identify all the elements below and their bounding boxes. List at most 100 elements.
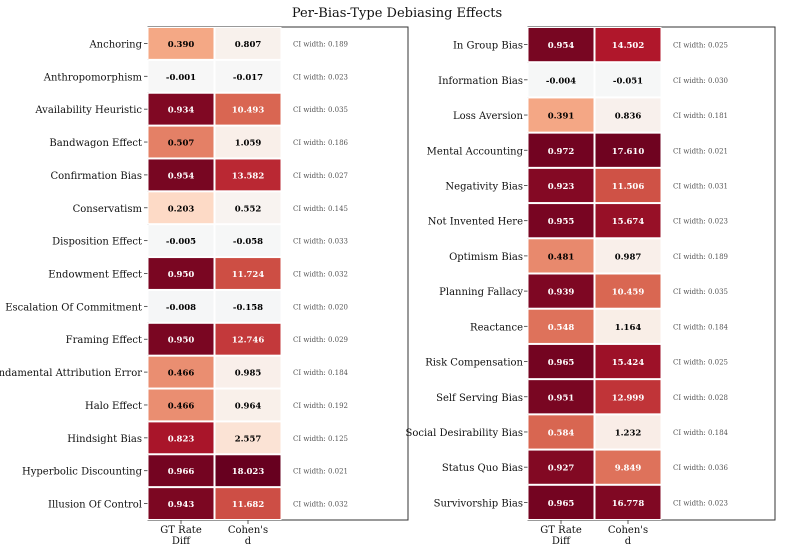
ci-width-annotation: CI width: 0.023 <box>673 218 728 226</box>
gt-rate-diff-cell <box>147 289 215 323</box>
gt-rate-diff-cell-value: 0.950 <box>168 336 195 346</box>
cohens-d-cell <box>214 59 282 93</box>
row-label: Information Bias <box>438 76 523 87</box>
row-label: Reactance <box>470 322 523 333</box>
cohens-d-cell <box>214 421 282 455</box>
gt-rate-diff-cell-value: 0.923 <box>548 182 575 192</box>
gt-rate-diff-cell-value: -0.004 <box>546 76 576 86</box>
ci-width-annotation: CI width: 0.030 <box>673 77 728 85</box>
left-heatmap-panel: Anchoring 0.390 0.807 CI width: 0.189 Anthro… <box>0 26 409 547</box>
row-label: Availability Heuristic <box>34 105 142 116</box>
ci-width-annotation: CI width: 0.032 <box>293 271 348 279</box>
gt-rate-diff-cell-value: 0.939 <box>548 288 575 298</box>
cohens-d-cell-value: 13.582 <box>232 171 265 181</box>
row-label: Anchoring <box>88 39 142 50</box>
gt-rate-diff-cell <box>527 167 595 204</box>
cohens-d-cell <box>594 449 662 485</box>
cohens-d-cell-value: 18.023 <box>232 467 265 477</box>
gt-rate-diff-cell <box>527 308 595 344</box>
row-label: Negativity Bias <box>445 181 523 192</box>
gt-rate-diff-cell-value: 0.951 <box>548 393 575 403</box>
row-label: Optimism Bias <box>449 252 523 263</box>
cohens-d-cell-value: 12.999 <box>612 393 645 403</box>
row-label: Not Invented Here <box>428 217 523 228</box>
column-header: GT Rate Diff <box>160 525 202 547</box>
row-label: Bandwagon Effect <box>49 138 142 149</box>
cohens-d-cell-value: 16.778 <box>612 499 645 509</box>
cohens-d-cell-value: 0.836 <box>615 112 642 122</box>
cohens-d-cell-value: 1.232 <box>615 428 642 438</box>
gt-rate-diff-cell-value: 0.972 <box>548 147 575 157</box>
row-label: Status Quo Bias <box>442 463 523 474</box>
cohens-d-cell-value: 12.746 <box>232 336 265 346</box>
gt-rate-diff-cell <box>147 257 215 290</box>
row-label: Disposition Effect <box>52 237 142 248</box>
gt-rate-diff-cell-value: -0.005 <box>166 237 196 247</box>
cohens-d-cell <box>214 289 282 323</box>
gt-rate-diff-cell <box>527 203 595 239</box>
chart-title: Per-Bias-Type Debiasing Effects <box>292 6 502 21</box>
cohens-d-cell <box>214 322 282 356</box>
cohens-d-cell <box>214 487 282 520</box>
gt-rate-diff-cell-value: 0.466 <box>168 369 195 379</box>
gt-rate-diff-cell-value: 0.203 <box>168 204 195 214</box>
row-label: In Group Bias <box>453 41 523 52</box>
row-label: Framing Effect <box>66 335 142 346</box>
cohens-d-cell-value: 2.557 <box>235 434 262 444</box>
column-header: Cohen's d <box>228 525 268 547</box>
gt-rate-diff-cell <box>527 273 595 309</box>
gt-rate-diff-cell <box>147 27 215 60</box>
ci-width-annotation: CI width: 0.125 <box>293 435 348 443</box>
row-label: Social Desirability Bias <box>406 428 524 439</box>
ci-width-annotation: CI width: 0.184 <box>673 429 729 437</box>
cohens-d-cell-value: 11.682 <box>232 500 265 510</box>
gt-rate-diff-cell <box>147 421 215 455</box>
gt-rate-diff-cell <box>147 487 215 520</box>
cohens-d-cell <box>594 62 662 98</box>
row-label: Escalation Of Commitment <box>5 302 142 313</box>
ci-width-annotation: CI width: 0.031 <box>673 182 728 190</box>
cohens-d-cell <box>214 257 282 290</box>
gt-rate-diff-cell <box>527 97 595 133</box>
gt-rate-diff-cell-value: 0.954 <box>548 41 575 51</box>
row-label: Confirmation Bias <box>50 171 142 182</box>
gt-rate-diff-cell <box>147 355 215 389</box>
gt-rate-diff-cell-value: -0.001 <box>166 73 196 83</box>
cohens-d-cell-value: 14.502 <box>612 41 645 51</box>
cohens-d-cell-value: 1.059 <box>235 139 262 149</box>
ci-width-annotation: CI width: 0.184 <box>673 323 729 331</box>
gt-rate-diff-cell-value: 0.943 <box>168 500 195 510</box>
cohens-d-cell-value: -0.051 <box>613 76 643 86</box>
cohens-d-cell <box>214 125 282 159</box>
cohens-d-cell <box>594 238 662 274</box>
gt-rate-diff-cell-value: 0.466 <box>168 401 195 411</box>
ci-width-annotation: CI width: 0.192 <box>293 402 348 410</box>
gt-rate-diff-cell <box>527 132 595 168</box>
cohens-d-cell <box>214 158 282 192</box>
gt-rate-diff-cell-value: 0.966 <box>168 467 195 477</box>
cohens-d-cell-value: 10.459 <box>612 288 645 298</box>
ci-width-annotation: CI width: 0.029 <box>293 336 348 344</box>
gt-rate-diff-cell <box>527 27 595 63</box>
gt-rate-diff-cell-value: 0.507 <box>168 139 195 149</box>
cohens-d-cell <box>594 27 662 63</box>
cohens-d-cell-value: 0.552 <box>235 204 262 214</box>
cohens-d-cell-value: 17.610 <box>612 147 645 157</box>
gt-rate-diff-cell-value: 0.965 <box>548 358 575 368</box>
gt-rate-diff-cell <box>527 379 595 415</box>
cohens-d-cell-value: 0.985 <box>235 369 262 379</box>
cohens-d-cell <box>214 92 282 126</box>
gt-rate-diff-cell <box>527 484 595 520</box>
gt-rate-diff-cell-value: 0.955 <box>548 217 575 227</box>
row-label: Anthropomorphism <box>43 72 143 83</box>
gt-rate-diff-cell-value: 0.548 <box>548 323 575 333</box>
row-label: Survivorship Bias <box>434 498 523 509</box>
cohens-d-cell <box>594 203 662 239</box>
row-label: Mental Accounting <box>427 146 524 157</box>
gt-rate-diff-cell <box>147 92 215 126</box>
row-label: Loss Aversion <box>453 111 524 122</box>
gt-rate-diff-cell-value: 0.584 <box>548 428 575 438</box>
gt-rate-diff-cell <box>147 224 215 258</box>
ci-width-annotation: CI width: 0.035 <box>293 106 348 114</box>
